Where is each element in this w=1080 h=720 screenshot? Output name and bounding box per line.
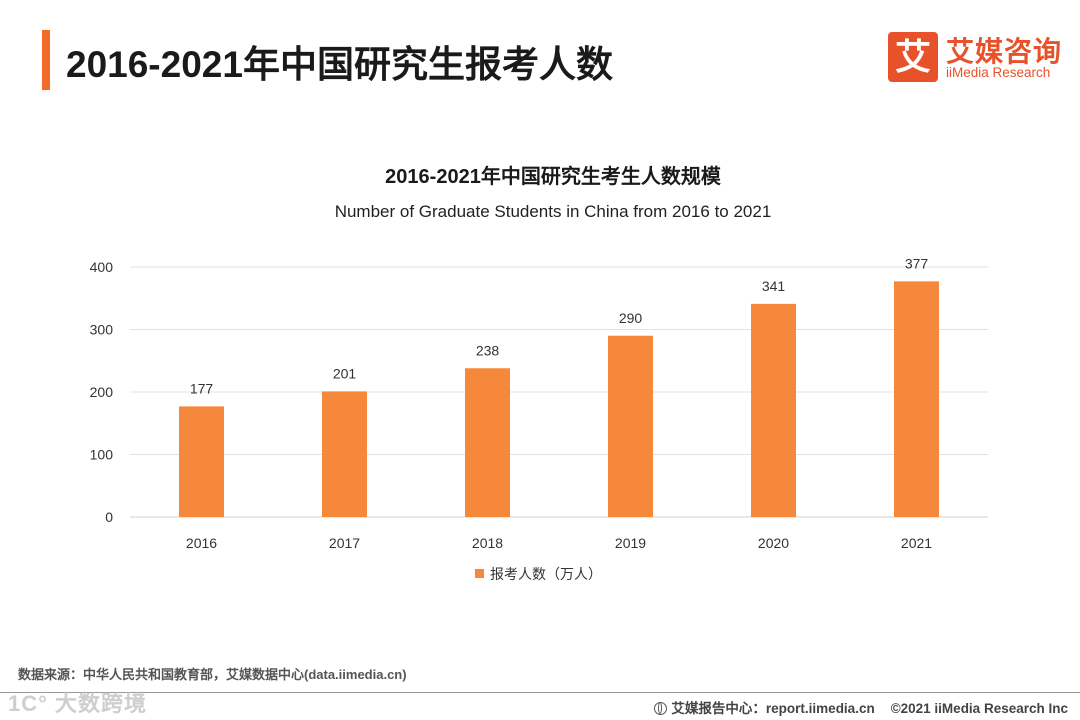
x-tick-label: 2018 [472,535,503,551]
y-tick-label: 300 [90,322,114,338]
bar [894,281,939,517]
bar [179,406,224,517]
x-tick-label: 2019 [615,535,646,551]
data-label: 341 [762,278,786,294]
chart-subtitle: Number of Graduate Students in China fro… [335,202,772,221]
iimedia-logo: 艾 艾媒咨询 iiMedia Research [888,30,1064,86]
data-label: 201 [333,365,357,381]
x-tick-label: 2016 [186,535,217,551]
logo-en-text: iiMedia Research [946,65,1051,80]
y-tick-label: 400 [90,259,114,275]
data-label: 290 [619,310,643,326]
watermark: 1C° 大数跨境 [8,691,148,716]
report-center-link[interactable]: 艾媒报告中心：report.iimedia.cn [671,701,875,716]
logo-cn-text: 艾媒咨询 [946,36,1063,67]
chart-title: 2016-2021年中国研究生考生人数规模 [385,164,722,188]
logo-mark-char: 艾 [894,36,931,77]
bar [465,368,510,517]
footer-info: 艾媒报告中心：report.iimedia.cn ©2021 iiMedia Re… [654,697,1068,717]
legend-swatch [475,569,484,578]
y-tick-label: 200 [90,384,114,400]
data-label: 177 [190,380,214,396]
x-tick-label: 2020 [758,535,789,551]
data-source-note: 数据来源：中华人民共和国教育部，艾媒数据中心(data.iimedia.cn) [18,667,407,682]
bar [751,303,796,517]
logo-mark: 艾 [888,32,938,82]
data-label: 238 [476,342,500,358]
x-tick-label: 2021 [901,535,932,551]
bar [322,391,367,517]
legend-label: 报考人数（万人） [490,566,602,582]
bar-chart: 2016-2021年中国研究生考生人数规模 Number of Graduate … [90,164,988,582]
footer-divider [0,692,1080,693]
data-label: 377 [905,255,929,271]
copyright-text: ©2021 iiMedia Research Inc [890,701,1068,716]
y-tick-label: 100 [90,447,114,463]
page-title: 2016-2021年中国研究生报考人数 [66,44,613,85]
globe-icon [654,702,668,715]
y-tick-label: 0 [105,509,113,525]
x-tick-label: 2017 [329,535,360,551]
title-accent-bar [42,30,50,90]
bar [608,335,653,517]
